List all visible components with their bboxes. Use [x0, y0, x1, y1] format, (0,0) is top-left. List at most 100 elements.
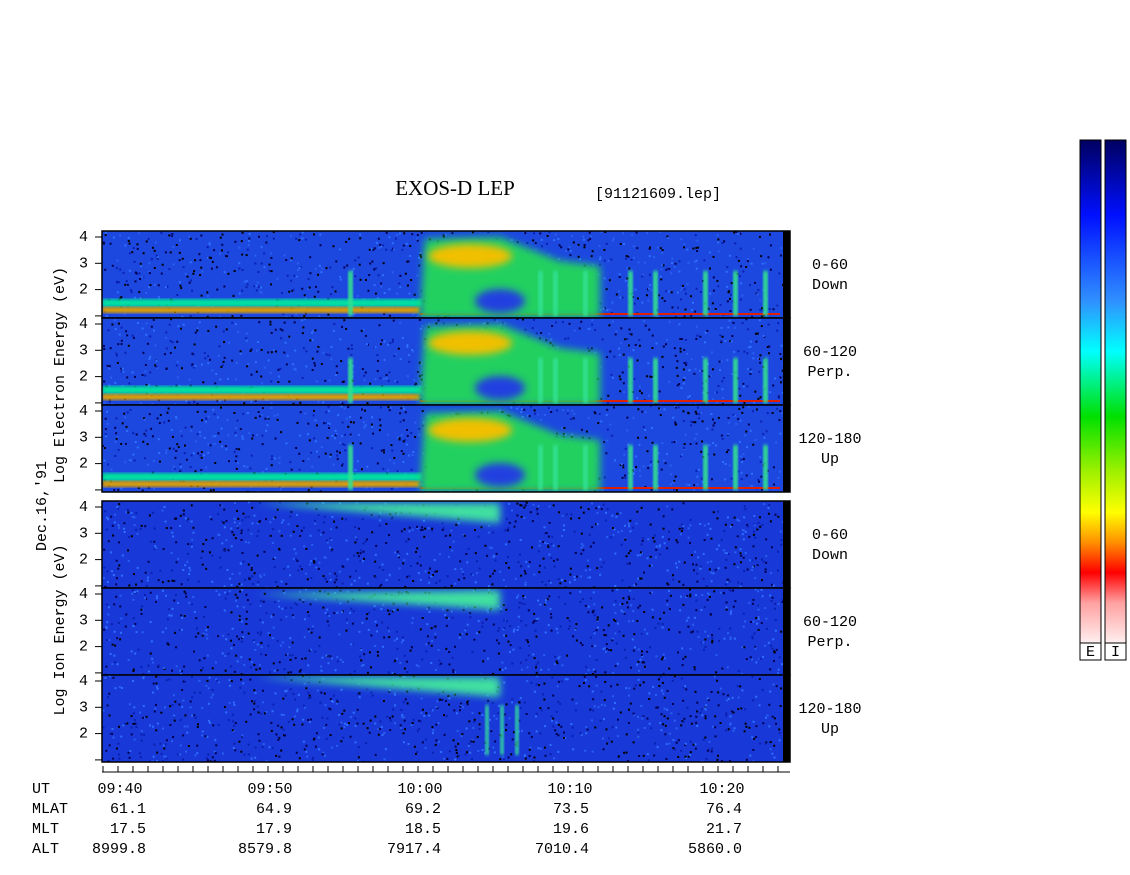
noise — [190, 429, 193, 432]
noise — [616, 683, 619, 686]
noise — [307, 288, 310, 291]
noise — [373, 346, 376, 349]
noise — [211, 554, 214, 557]
noise — [726, 578, 729, 581]
noise — [579, 575, 582, 578]
noise — [755, 616, 758, 619]
noise — [781, 369, 784, 372]
noise — [452, 669, 455, 672]
noise — [524, 504, 527, 507]
noise — [339, 658, 342, 661]
noise — [205, 466, 208, 469]
noise — [212, 435, 215, 438]
noise — [535, 635, 538, 638]
noise — [666, 603, 669, 606]
noise — [279, 644, 282, 647]
noise — [779, 254, 782, 257]
noise — [506, 620, 509, 623]
noise — [215, 372, 218, 375]
noise — [718, 544, 721, 547]
noise — [187, 578, 190, 581]
noise — [508, 650, 511, 653]
noise — [523, 516, 526, 519]
noise — [760, 621, 763, 624]
noise — [193, 714, 196, 717]
noise — [297, 569, 300, 572]
noise — [149, 371, 152, 374]
noise — [428, 576, 431, 579]
noise — [341, 582, 344, 585]
noise — [153, 540, 156, 543]
noise — [677, 755, 680, 758]
noise — [104, 268, 107, 271]
noise — [151, 402, 154, 405]
noise — [241, 437, 244, 440]
noise — [333, 437, 336, 440]
noise — [564, 337, 567, 340]
noise — [203, 351, 206, 354]
noise — [675, 403, 678, 405]
noise — [592, 541, 595, 544]
noise — [681, 287, 684, 290]
noise — [309, 534, 312, 537]
noise — [751, 472, 754, 475]
noise — [354, 525, 357, 528]
noise — [307, 422, 310, 425]
noise — [734, 551, 737, 554]
noise — [376, 359, 379, 362]
noise — [750, 370, 753, 373]
noise — [214, 661, 217, 664]
noise — [382, 448, 385, 451]
noise — [396, 550, 399, 553]
noise — [477, 749, 480, 752]
spike — [553, 358, 558, 403]
noise — [211, 580, 214, 583]
noise — [253, 663, 256, 666]
noise — [666, 452, 669, 455]
noise — [132, 598, 135, 601]
noise — [334, 290, 337, 293]
noise — [352, 365, 355, 368]
noise — [175, 646, 178, 649]
spike — [538, 358, 543, 403]
noise — [236, 605, 239, 608]
noise — [406, 260, 409, 263]
noise — [618, 375, 621, 378]
noise — [505, 562, 508, 565]
noise — [200, 469, 203, 472]
noise — [291, 289, 294, 292]
noise — [700, 641, 703, 644]
noise — [374, 753, 377, 756]
noise — [550, 629, 553, 632]
noise — [406, 429, 409, 432]
noise — [651, 616, 654, 619]
noise — [295, 237, 298, 240]
noise — [107, 540, 110, 543]
noise — [329, 734, 332, 737]
noise — [339, 278, 342, 281]
noise — [119, 297, 122, 300]
noise — [416, 370, 419, 373]
noise — [557, 545, 560, 548]
noise — [647, 759, 650, 762]
noise — [493, 569, 496, 572]
noise — [374, 715, 377, 718]
noise — [741, 461, 744, 464]
noise — [175, 244, 178, 247]
noise — [728, 254, 731, 257]
spike — [628, 358, 633, 403]
noise — [640, 654, 643, 657]
noise — [390, 249, 393, 252]
noise — [265, 429, 268, 432]
noise — [751, 565, 754, 568]
noise — [302, 326, 305, 329]
noise — [217, 432, 220, 435]
noise — [657, 472, 660, 475]
noise — [623, 648, 626, 651]
noise — [499, 610, 502, 613]
noise — [250, 532, 253, 535]
noise — [174, 346, 177, 349]
noise — [651, 377, 654, 380]
noise — [682, 686, 685, 689]
direction-label: Perp. — [807, 634, 852, 651]
